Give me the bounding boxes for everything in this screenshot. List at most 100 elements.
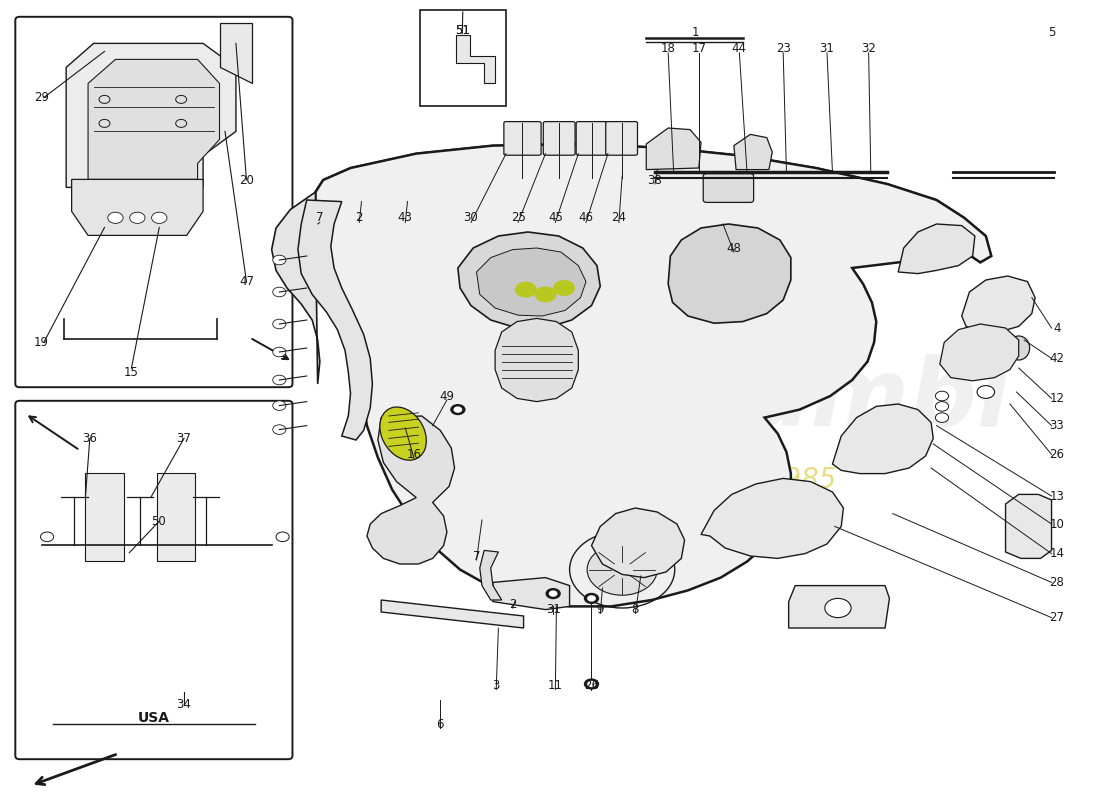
Circle shape — [546, 588, 561, 599]
Text: 5: 5 — [1048, 26, 1055, 38]
Text: 26: 26 — [584, 679, 600, 692]
FancyBboxPatch shape — [504, 122, 541, 155]
Polygon shape — [272, 192, 320, 384]
Polygon shape — [592, 508, 684, 578]
Polygon shape — [899, 224, 975, 274]
Polygon shape — [316, 144, 991, 606]
Circle shape — [935, 391, 948, 401]
Polygon shape — [833, 404, 933, 474]
Text: 48: 48 — [726, 242, 741, 254]
Polygon shape — [298, 200, 373, 440]
FancyBboxPatch shape — [576, 122, 608, 155]
Circle shape — [584, 678, 600, 690]
Circle shape — [935, 402, 948, 411]
Text: 4: 4 — [1054, 322, 1060, 334]
Circle shape — [108, 212, 123, 223]
Text: 7: 7 — [473, 550, 481, 562]
Text: 11: 11 — [548, 679, 563, 692]
Text: 34: 34 — [177, 698, 191, 710]
Text: 23: 23 — [776, 42, 791, 54]
Polygon shape — [789, 586, 890, 628]
Circle shape — [273, 287, 286, 297]
Polygon shape — [476, 248, 586, 316]
Polygon shape — [455, 34, 495, 82]
Polygon shape — [156, 473, 195, 561]
Circle shape — [587, 544, 657, 595]
Text: 9: 9 — [596, 603, 604, 616]
Text: 49: 49 — [439, 390, 454, 402]
FancyBboxPatch shape — [606, 122, 638, 155]
Circle shape — [41, 532, 54, 542]
Text: 24: 24 — [612, 211, 626, 224]
Text: 45: 45 — [548, 211, 563, 224]
Circle shape — [977, 386, 994, 398]
Text: 51: 51 — [454, 24, 470, 37]
Polygon shape — [668, 224, 791, 323]
Circle shape — [587, 681, 596, 687]
Circle shape — [553, 280, 575, 296]
Text: 31: 31 — [820, 42, 835, 54]
Circle shape — [152, 212, 167, 223]
Text: 1: 1 — [692, 26, 700, 38]
Text: 14: 14 — [1049, 547, 1065, 560]
Text: 20: 20 — [239, 174, 254, 186]
Text: 26: 26 — [1049, 448, 1065, 461]
Polygon shape — [493, 578, 570, 610]
Polygon shape — [367, 416, 454, 564]
Text: 19: 19 — [34, 336, 50, 349]
Text: 47: 47 — [239, 275, 254, 288]
Ellipse shape — [379, 407, 427, 460]
Circle shape — [935, 413, 948, 422]
Polygon shape — [316, 144, 991, 262]
Polygon shape — [647, 128, 701, 170]
Text: USA: USA — [138, 710, 169, 725]
Text: 18: 18 — [661, 42, 675, 54]
Text: 10: 10 — [1049, 518, 1065, 530]
Text: 2: 2 — [355, 211, 363, 224]
Circle shape — [273, 425, 286, 434]
Circle shape — [515, 282, 537, 298]
Polygon shape — [495, 318, 579, 402]
Polygon shape — [734, 134, 772, 170]
Text: 12: 12 — [1049, 392, 1065, 405]
Circle shape — [535, 286, 557, 302]
Circle shape — [587, 595, 596, 602]
FancyBboxPatch shape — [543, 122, 575, 155]
Polygon shape — [88, 59, 220, 179]
Polygon shape — [86, 473, 124, 561]
Text: 13: 13 — [1049, 490, 1065, 502]
Text: 8: 8 — [631, 603, 639, 616]
Text: 16: 16 — [407, 448, 421, 461]
FancyBboxPatch shape — [15, 401, 293, 759]
Circle shape — [584, 593, 600, 604]
Circle shape — [273, 347, 286, 357]
Text: 27: 27 — [1049, 611, 1065, 624]
Text: 50: 50 — [152, 515, 166, 528]
FancyBboxPatch shape — [15, 17, 293, 387]
Text: 25: 25 — [510, 211, 526, 224]
Text: 2: 2 — [509, 598, 516, 610]
Text: 15: 15 — [124, 366, 139, 378]
Polygon shape — [1005, 494, 1052, 558]
Circle shape — [453, 406, 462, 413]
Circle shape — [549, 590, 558, 597]
Ellipse shape — [1008, 336, 1030, 360]
Text: 32: 32 — [861, 42, 876, 54]
Polygon shape — [66, 43, 235, 187]
Text: 3: 3 — [493, 679, 499, 692]
Text: 42: 42 — [1049, 352, 1065, 365]
Text: 6: 6 — [437, 718, 444, 730]
Circle shape — [825, 598, 851, 618]
Circle shape — [273, 319, 286, 329]
Text: 37: 37 — [177, 432, 191, 445]
Polygon shape — [382, 600, 524, 628]
FancyBboxPatch shape — [419, 10, 506, 106]
Text: 36: 36 — [82, 432, 97, 445]
Polygon shape — [939, 324, 1019, 381]
Polygon shape — [961, 276, 1035, 332]
Circle shape — [273, 375, 286, 385]
Circle shape — [130, 212, 145, 223]
Text: 17: 17 — [691, 42, 706, 54]
Polygon shape — [458, 232, 601, 328]
Polygon shape — [220, 23, 252, 83]
